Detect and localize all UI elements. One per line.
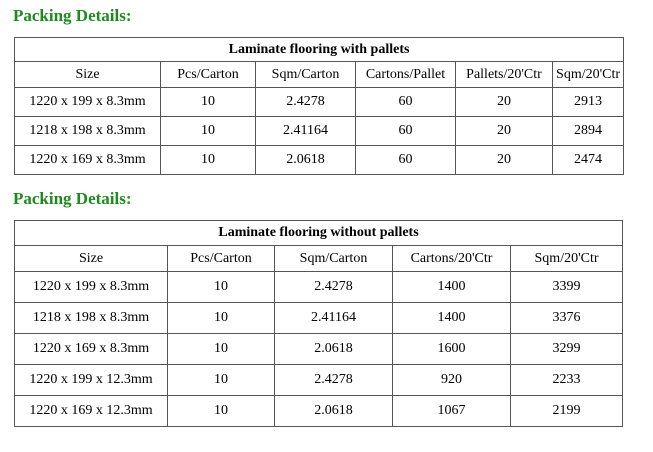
table-cell: 2.41164: [274, 302, 393, 334]
table-cell: 3299: [509, 333, 624, 365]
table-cell: 2.0618: [274, 395, 393, 427]
table-cell: 10: [167, 364, 275, 396]
table-row: 1218 x 198 x 8.3mm 10 2.41164 1400 3376: [14, 302, 624, 334]
table-cell: 2233: [509, 364, 624, 396]
column-header: Cartons/Pallet: [355, 61, 456, 88]
table-cell: 1220 x 199 x 8.3mm: [14, 87, 161, 117]
table-cell: 1600: [392, 333, 511, 365]
table-cell: 920: [392, 364, 511, 396]
table-row: 1218 x 198 x 8.3mm 10 2.41164 60 20 2894: [14, 116, 625, 146]
column-header: Sqm/20'Ctr: [509, 245, 624, 272]
table-cell: 10: [167, 302, 275, 334]
table-cell: 1400: [392, 271, 511, 303]
table-cell: 2.0618: [274, 333, 393, 365]
column-header: Size: [14, 245, 168, 272]
table-title-row: Laminate flooring with pallets: [13, 37, 625, 62]
column-header: Pallets/20'Ctr: [455, 61, 553, 88]
table-cell: 1220 x 169 x 8.3mm: [14, 333, 168, 365]
table-header-row: Size Pcs/Carton Sqm/Carton Cartons/Palle…: [14, 61, 625, 88]
table-cell: 10: [160, 116, 256, 146]
table-cell: 2199: [509, 395, 624, 427]
table-cell: 1220 x 169 x 8.3mm: [14, 145, 161, 175]
column-header: Size: [14, 61, 161, 88]
table-cell: 1218 x 198 x 8.3mm: [14, 116, 161, 146]
table-cell: 1067: [392, 395, 511, 427]
column-header: Sqm/Carton: [274, 245, 393, 272]
table-cell: 2474: [551, 145, 625, 175]
table-cell: 60: [355, 116, 456, 146]
section-heading-without-pallets: Packing Details:: [13, 189, 132, 208]
table-row: 1220 x 169 x 8.3mm 10 2.0618 60 20 2474: [14, 145, 625, 175]
table-title-row: Laminate flooring without pallets: [13, 220, 624, 246]
table-cell: 1400: [392, 302, 511, 334]
table-cell: 1218 x 198 x 8.3mm: [14, 302, 168, 334]
table-cell: 1220 x 199 x 8.3mm: [14, 271, 168, 303]
table-cell: 20: [455, 145, 553, 175]
table-cell: 3376: [509, 302, 624, 334]
table-cell: 2913: [551, 87, 625, 117]
table-cell: 60: [355, 87, 456, 117]
packing-table-with-pallets: Laminate flooring with pallets Size Pcs/…: [13, 37, 625, 175]
column-header: Cartons/20'Ctr: [392, 245, 511, 272]
section-heading-with-pallets: Packing Details:: [13, 6, 132, 25]
table-cell: 3399: [509, 271, 624, 303]
table-cell: 2894: [551, 116, 625, 146]
table-cell: 60: [355, 145, 456, 175]
table-row: 1220 x 199 x 8.3mm 10 2.4278 1400 3399: [14, 271, 624, 303]
table-row: 1220 x 199 x 12.3mm 10 2.4278 920 2233: [14, 364, 624, 396]
packing-table-without-pallets: Laminate flooring without pallets Size P…: [13, 220, 624, 427]
column-header: Pcs/Carton: [167, 245, 275, 272]
table-header-row: Size Pcs/Carton Sqm/Carton Cartons/20'Ct…: [14, 245, 624, 272]
table-cell: 10: [167, 395, 275, 427]
table-cell: 20: [455, 116, 553, 146]
table-cell: 2.4278: [274, 364, 393, 396]
column-header: Sqm/Carton: [255, 61, 356, 88]
table-cell: 2.0618: [255, 145, 356, 175]
table-cell: 10: [160, 87, 256, 117]
table-title: Laminate flooring without pallets: [13, 220, 624, 246]
table-cell: 1220 x 199 x 12.3mm: [14, 364, 168, 396]
table-title: Laminate flooring with pallets: [13, 37, 625, 62]
column-header: Pcs/Carton: [160, 61, 256, 88]
table-cell: 2.4278: [255, 87, 356, 117]
table-cell: 2.41164: [255, 116, 356, 146]
table-cell: 10: [167, 271, 275, 303]
table-cell: 10: [160, 145, 256, 175]
table-cell: 2.4278: [274, 271, 393, 303]
table-cell: 10: [167, 333, 275, 365]
column-header: Sqm/20'Ctr: [551, 61, 625, 88]
table-row: 1220 x 199 x 8.3mm 10 2.4278 60 20 2913: [14, 87, 625, 117]
table-row: 1220 x 169 x 12.3mm 10 2.0618 1067 2199: [14, 395, 624, 427]
table-row: 1220 x 169 x 8.3mm 10 2.0618 1600 3299: [14, 333, 624, 365]
table-cell: 20: [455, 87, 553, 117]
table-cell: 1220 x 169 x 12.3mm: [14, 395, 168, 427]
